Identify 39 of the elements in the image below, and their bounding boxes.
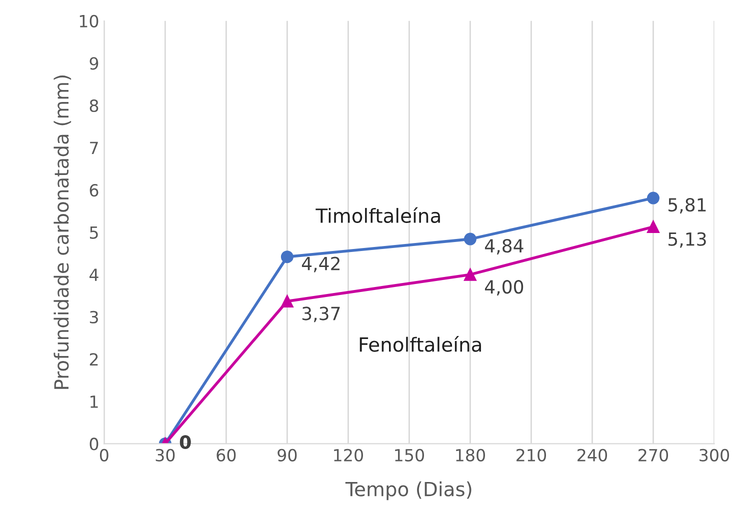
x-tick-label: 300: [700, 448, 730, 462]
y-tick-label: 5: [90, 226, 98, 239]
x-tick-label: 30: [156, 448, 175, 462]
x-tick-label: 270: [638, 448, 668, 462]
data-label: 4,42: [302, 256, 340, 272]
y-tick-label: 6: [90, 184, 98, 197]
point: [464, 232, 476, 246]
y-tick-label: 1: [90, 396, 98, 408]
point: [280, 294, 294, 308]
y-tick-label: 7: [90, 142, 98, 154]
y-tick-label: 2: [90, 353, 98, 366]
data-label: 5,13: [668, 232, 706, 248]
data-label: 0: [180, 435, 191, 449]
point: [280, 250, 294, 264]
data-label: 3,37: [302, 306, 340, 322]
point: [646, 192, 660, 204]
x-tick-label: 0: [100, 448, 108, 462]
x-tick-label: 120: [334, 448, 363, 462]
point: [646, 220, 660, 234]
x-tick-label: 240: [578, 448, 608, 462]
y-axis-title: Profundidade carbonatada (mm): [54, 75, 72, 389]
x-tick-label: 180: [456, 448, 486, 462]
y-tick-label: 9: [90, 57, 98, 70]
data-label: 5,81: [668, 198, 706, 214]
x-tick-label: 90: [278, 448, 297, 462]
x-tick-label: 210: [516, 448, 546, 462]
x-tick-label: 150: [395, 448, 424, 462]
x-axis-title: Tempo (Dias): [345, 481, 472, 500]
data-label: 4,84: [484, 238, 524, 254]
y-tick-label: 3: [90, 310, 98, 324]
point: [464, 268, 476, 281]
text: Fenolftaleína: [360, 336, 481, 352]
y-tick-label: 0: [90, 438, 98, 450]
series-label: Timolftaleína: [316, 207, 440, 224]
y-tick-label: 4: [90, 268, 98, 281]
y-tick-label: 10: [80, 14, 98, 28]
x-tick-label: 60: [216, 448, 236, 462]
data-label: 4,00: [484, 280, 524, 296]
y-tick-label: 8: [90, 99, 98, 112]
